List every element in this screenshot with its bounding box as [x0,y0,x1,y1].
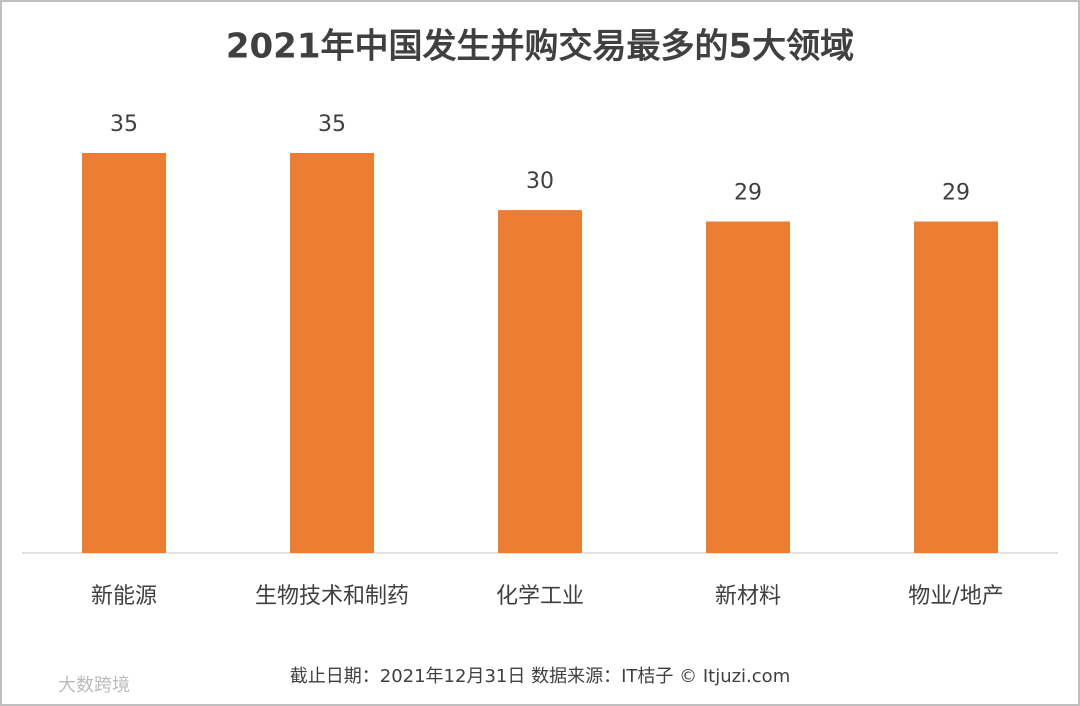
chart-title: 2021年中国发生并购交易最多的5大领域 [226,27,854,67]
value-label: 29 [734,181,762,206]
x-tick-label: 物业/地产 [908,584,1003,609]
x-tick-label: 化学工业 [496,584,584,609]
watermark: 大数跨境 [58,675,130,696]
x-tick-label: 生物技术和制药 [255,584,409,609]
value-label: 35 [110,112,138,137]
x-tick-label: 新能源 [91,584,157,609]
bar [290,152,374,553]
value-label: 35 [318,112,346,137]
bar [498,210,582,553]
x-tick-label: 新材料 [715,584,781,609]
bar [914,221,998,553]
bar [706,221,790,553]
value-label: 30 [526,169,554,194]
source-note: 截止日期：2021年12月31日 数据来源：IT桔子 © Itjuzi.com [290,666,790,687]
value-label: 29 [942,181,970,206]
bar [82,152,166,553]
